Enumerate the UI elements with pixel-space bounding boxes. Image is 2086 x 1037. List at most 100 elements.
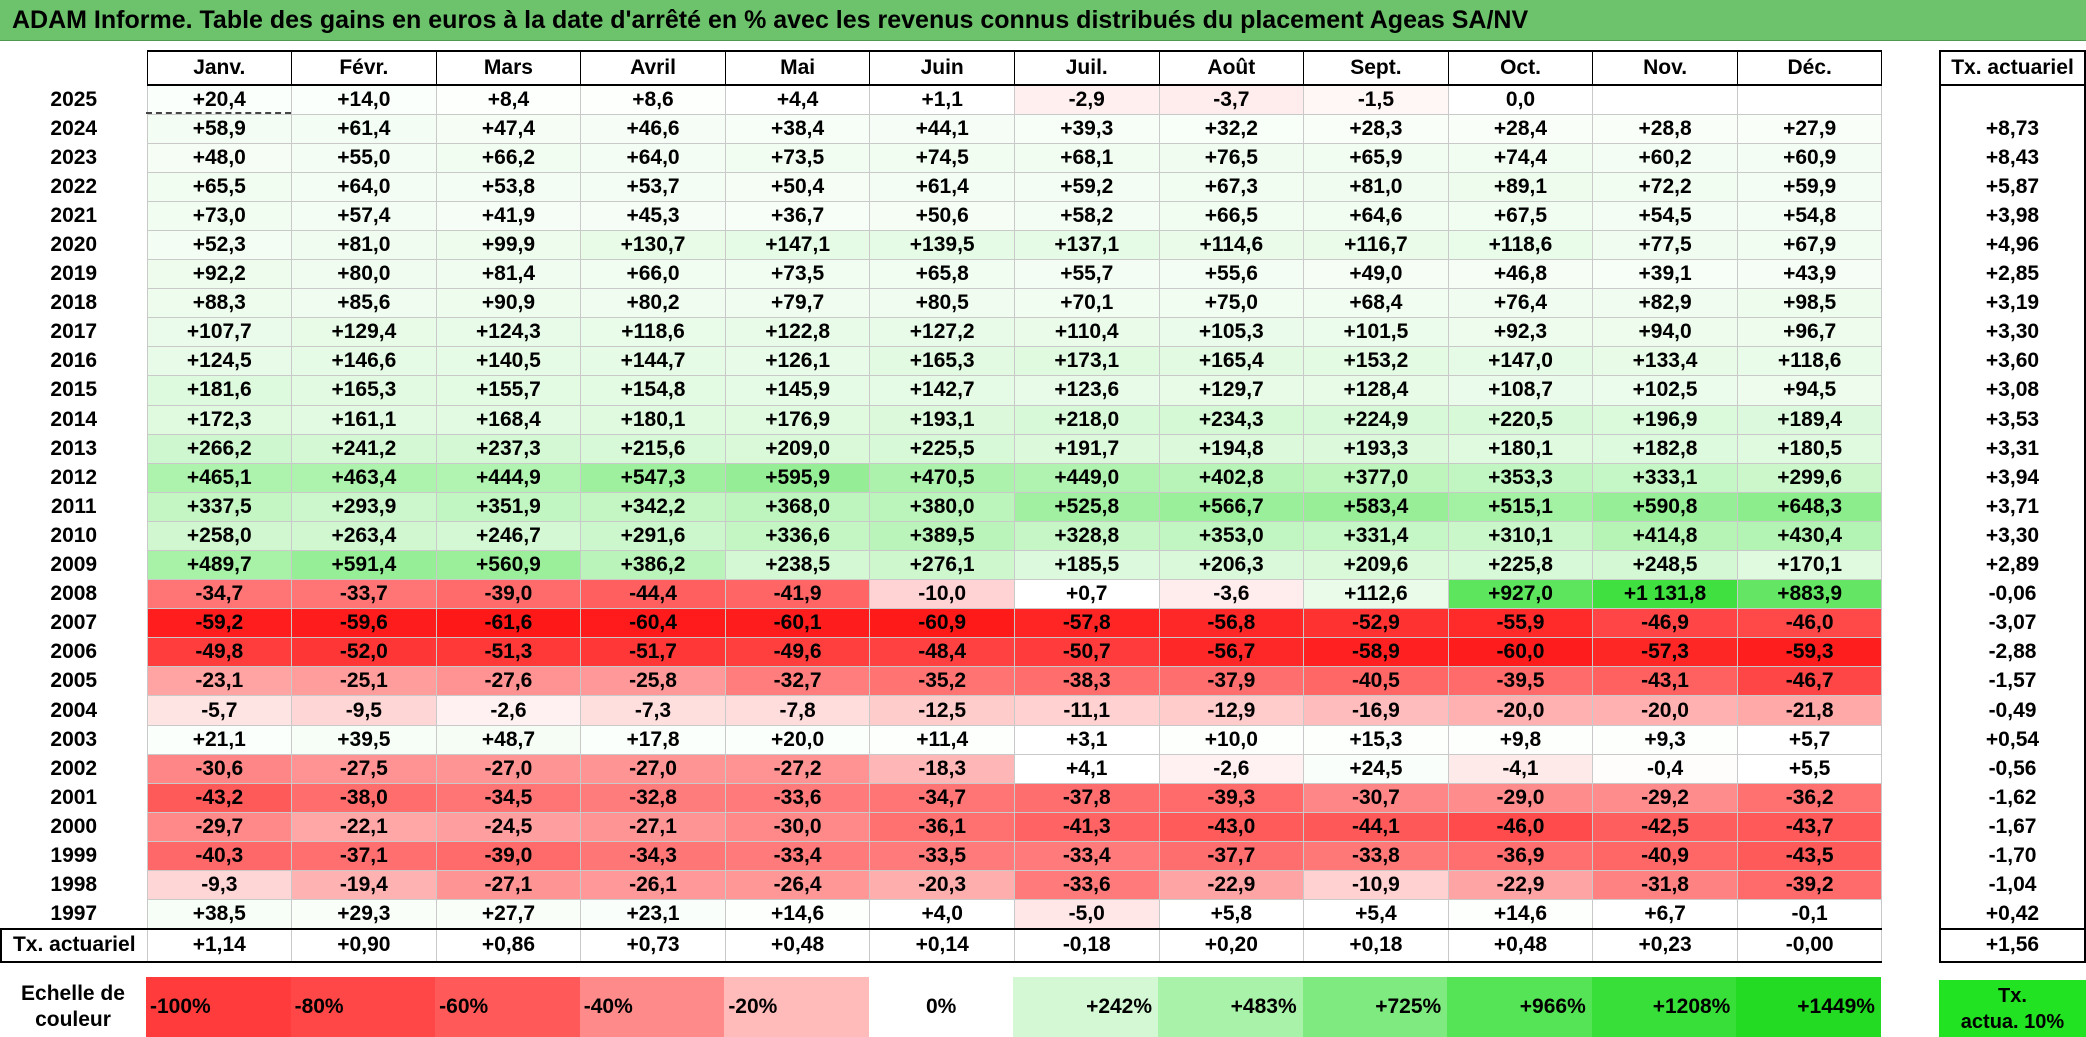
gain-cell: +176,9 — [724, 404, 871, 435]
table-row: 2007 -59,2 -59,6 -61,6 -60,4 -60,1 -60,9 -57,8-… — [1, 608, 1883, 639]
gain-cell: +258,0 — [146, 520, 293, 552]
gain-cell: -56,8 — [1158, 608, 1305, 639]
gain-cell: -39,5 — [1447, 666, 1594, 697]
gain-cell: +76,4 — [1447, 288, 1594, 319]
actuarial-row: -2,88 — [1939, 637, 2086, 667]
gain-cell: -20,0 — [1447, 695, 1594, 726]
row-year-label: 2008 — [1, 579, 147, 609]
gain-cell: +299,6 — [1736, 462, 1883, 493]
gain-cell: +291,6 — [580, 520, 726, 552]
gain-cell: +470,5 — [869, 462, 1015, 493]
gain-cell: +224,9 — [1303, 404, 1449, 435]
gain-cell: -29,7 — [146, 811, 293, 842]
gain-cell: -29,2 — [1592, 782, 1738, 813]
gain-cell: -24,5 — [435, 811, 582, 842]
gain-cell: +234,3 — [1158, 404, 1305, 435]
gain-cell: +463,4 — [291, 462, 437, 493]
gain-cell: +64,6 — [1303, 200, 1449, 231]
gain-cell: +29,3 — [291, 899, 437, 930]
gain-cell: -33,4 — [724, 840, 871, 872]
gain-cell: -60,9 — [869, 608, 1015, 639]
actuarial-rate-cell: +3,30 — [1939, 521, 2086, 551]
gain-cell: -36,1 — [869, 811, 1015, 842]
gain-cell: +293,9 — [291, 491, 437, 522]
gain-cell: +27,9 — [1736, 113, 1883, 144]
gain-cell: +165,3 — [869, 346, 1015, 377]
gain-cell: 0,0 — [1447, 84, 1594, 115]
gain-cell: +129,4 — [291, 317, 437, 348]
gain-cell: -27,2 — [724, 753, 871, 784]
gain-cell: -42,5 — [1592, 811, 1738, 842]
gain-cell: +80,5 — [869, 288, 1015, 319]
gain-cell: -23,1 — [146, 666, 293, 697]
gain-cell: +52,3 — [146, 229, 293, 261]
gain-cell: -33,4 — [1013, 840, 1160, 872]
gain-cell: +368,0 — [724, 491, 871, 522]
table-row: 2005 -23,1 -25,1 -27,6 -25,8 -32,7 -35,2 -38,3-… — [1, 666, 1883, 697]
gain-cell: -51,7 — [580, 637, 726, 668]
actuarial-rate-cell — [1939, 85, 2086, 115]
row-year-label: 2002 — [1, 754, 147, 784]
gain-cell: +92,3 — [1447, 317, 1594, 348]
gain-cell: -43,5 — [1736, 840, 1883, 872]
gain-cell: +107,7 — [146, 317, 293, 348]
gain-cell: -55,9 — [1447, 608, 1594, 639]
gain-cell: -50,7 — [1013, 637, 1160, 668]
gain-cell: +4,1 — [1013, 753, 1160, 784]
actuarial-rate-table: Tx. actuariel +8,73 +8,43 +5,87 +3,98 +4,96 +… — [1939, 50, 2086, 963]
gain-cell: +102,5 — [1592, 375, 1738, 406]
gain-cell: +80,0 — [291, 259, 437, 290]
table-row: 2009 +489,7 +591,4 +560,9 +386,2 +238,5 +276,1… — [1, 549, 1883, 581]
gain-cell: +99,9 — [435, 229, 582, 261]
gain-cell: -7,3 — [580, 695, 726, 726]
gain-cell: -60,0 — [1447, 637, 1594, 668]
gain-cell: +145,9 — [724, 375, 871, 406]
gain-cell: +5,7 — [1736, 724, 1883, 755]
month-header: Févr. — [291, 50, 437, 86]
gain-cell: +14,6 — [724, 899, 871, 930]
gain-cell: +67,5 — [1447, 200, 1594, 231]
gain-cell: -27,5 — [291, 753, 437, 784]
gain-cell: -3,6 — [1158, 579, 1305, 610]
actuarial-rate-cell: -0,06 — [1939, 579, 2086, 609]
table-row: 2021 +73,0 +57,4 +41,9 +45,3 +36,7 +50,6 +58,2 +… — [1, 200, 1883, 231]
row-year-label: 2017 — [1, 317, 147, 347]
gain-cell: -29,0 — [1447, 782, 1594, 813]
gain-cell: -19,4 — [291, 870, 437, 901]
gain-cell: +72,2 — [1592, 171, 1738, 202]
actuarial-rate-cell: +2,85 — [1939, 259, 2086, 289]
gain-cell: +9,3 — [1592, 724, 1738, 755]
table-row: 2000 -29,7 -22,1 -24,5 -27,1 -30,0 -36,1 -41,3-… — [1, 811, 1883, 842]
gain-cell: +3,1 — [1013, 724, 1160, 755]
gain-cell: +444,9 — [435, 462, 582, 493]
actuarial-rate-cell: -1,62 — [1939, 783, 2086, 813]
average-cell: +0,90 — [291, 927, 437, 963]
gain-cell: +246,7 — [435, 520, 582, 552]
gain-cell: +560,9 — [435, 549, 582, 581]
gain-cell: +4,0 — [869, 899, 1015, 930]
actuarial-row: +3,60 — [1939, 346, 2086, 376]
gain-cell: +4,4 — [724, 84, 871, 115]
gain-cell: +6,7 — [1592, 899, 1738, 930]
gain-cell: +225,5 — [869, 433, 1015, 464]
gain-cell: +130,7 — [580, 229, 726, 261]
gain-cell: +449,0 — [1013, 462, 1160, 493]
gain-cell: +883,9 — [1736, 579, 1883, 610]
gain-cell: +128,4 — [1303, 375, 1449, 406]
gain-cell: +129,7 — [1158, 375, 1305, 406]
actuarial-row: +8,73 — [1939, 114, 2086, 144]
row-year-label: 2007 — [1, 608, 147, 638]
actuarial-row — [1939, 85, 2086, 115]
gain-cell: +89,1 — [1447, 171, 1594, 202]
gain-cell: +172,3 — [146, 404, 293, 435]
gain-cell: +79,7 — [724, 288, 871, 319]
actuarial-row: -1,57 — [1939, 666, 2086, 696]
gain-cell: -0,1 — [1736, 899, 1883, 930]
gain-cell: -37,1 — [291, 840, 437, 872]
gain-cell: +28,8 — [1592, 113, 1738, 144]
gain-cell: +146,6 — [291, 346, 437, 377]
gain-cell: +39,5 — [291, 724, 437, 755]
gain-cell: +98,5 — [1736, 288, 1883, 319]
gain-cell: +101,5 — [1303, 317, 1449, 348]
gains-table: Janv. Févr. Mars Avril Mai Juin Juil. Ao… — [0, 50, 1883, 963]
